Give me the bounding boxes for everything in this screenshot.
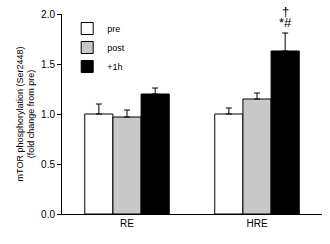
- svg-text:post: post: [107, 43, 125, 53]
- svg-text:RE: RE: [120, 218, 134, 229]
- svg-text:†: †: [282, 4, 289, 19]
- svg-text:1.0: 1.0: [41, 109, 55, 120]
- svg-text:*#: *#: [279, 15, 292, 30]
- svg-text:mTOR phosphorylation (Ser2448): mTOR phosphorylation (Ser2448)(fold chan…: [15, 47, 37, 182]
- svg-text:1.5: 1.5: [41, 59, 55, 70]
- svg-text:2.0: 2.0: [41, 9, 55, 20]
- svg-text:pre: pre: [107, 24, 120, 34]
- svg-text:+1h: +1h: [107, 62, 122, 72]
- svg-text:0.0: 0.0: [41, 209, 55, 220]
- svg-text:HRE: HRE: [246, 218, 267, 229]
- svg-text:0.5: 0.5: [41, 159, 55, 170]
